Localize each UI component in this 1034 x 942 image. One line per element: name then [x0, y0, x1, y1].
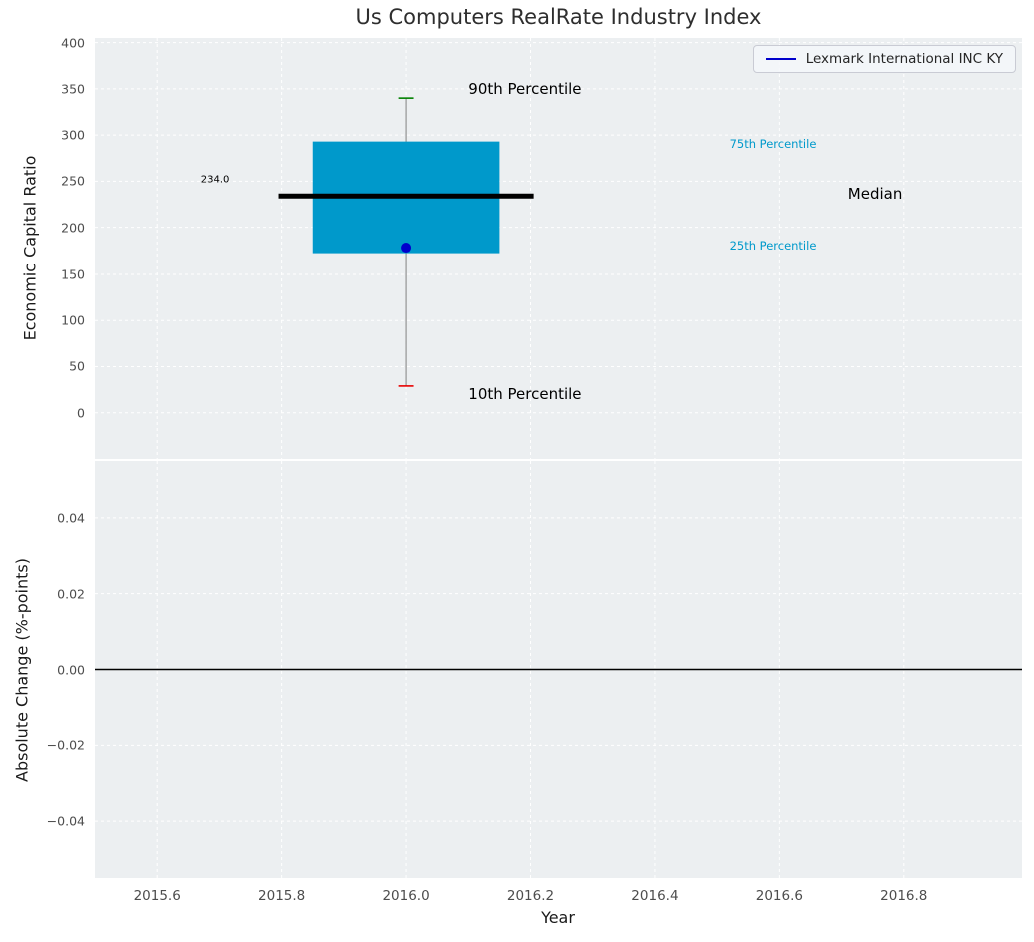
annotation-25th-percentile: 25th Percentile [729, 239, 817, 254]
y-tick-label: 300 [61, 127, 85, 143]
legend: Lexmark International INC KY [752, 45, 1016, 73]
x-tick-label: 2016.4 [631, 888, 679, 904]
y-tick-label: 350 [61, 81, 85, 97]
y-tick-label: 50 [69, 358, 85, 374]
y-tick-label: 100 [61, 312, 85, 328]
x-axis-label: Year [541, 908, 575, 927]
bottom-plot-svg [95, 461, 1022, 878]
chart-title: Us Computers RealRate Industry Index [355, 5, 762, 29]
y-tick-label: 0.00 [57, 662, 85, 677]
x-tick-label: 2016.2 [506, 888, 555, 904]
x-tick-label: 2016.0 [382, 888, 430, 904]
y-tick-label: 200 [61, 220, 85, 236]
x-tick-label: 2015.8 [258, 888, 306, 904]
top-plot-area: Lexmark International INC KY [95, 38, 1022, 459]
legend-label: Lexmark International INC KY [805, 51, 1003, 67]
x-tick-label: 2016.6 [755, 888, 803, 904]
y-tick-label: 0.02 [57, 586, 85, 602]
bottom-plot-area [95, 461, 1022, 878]
y-tick-label: −0.04 [46, 813, 85, 829]
annotation-90th-percentile: 90th Percentile [468, 79, 582, 98]
company-point [401, 243, 412, 254]
y-tick-label: −0.02 [46, 737, 85, 753]
annotation-75th-percentile: 75th Percentile [729, 137, 817, 152]
y-tick-label: 250 [61, 173, 85, 189]
x-tick-label: 2015.6 [133, 888, 181, 904]
legend-line [765, 58, 796, 60]
y-tick-label: 0 [77, 405, 85, 421]
top-plot-svg [95, 38, 1022, 459]
annotation-median: Median [847, 185, 903, 204]
annotation-10th-percentile: 10th Percentile [468, 385, 582, 404]
annotation-234-0: 234.0 [200, 174, 230, 186]
x-tick-label: 2016.8 [880, 888, 928, 904]
y-tick-label: 400 [61, 35, 85, 51]
y-tick-label: 0.04 [57, 510, 85, 526]
y-tick-label: 150 [61, 266, 85, 282]
